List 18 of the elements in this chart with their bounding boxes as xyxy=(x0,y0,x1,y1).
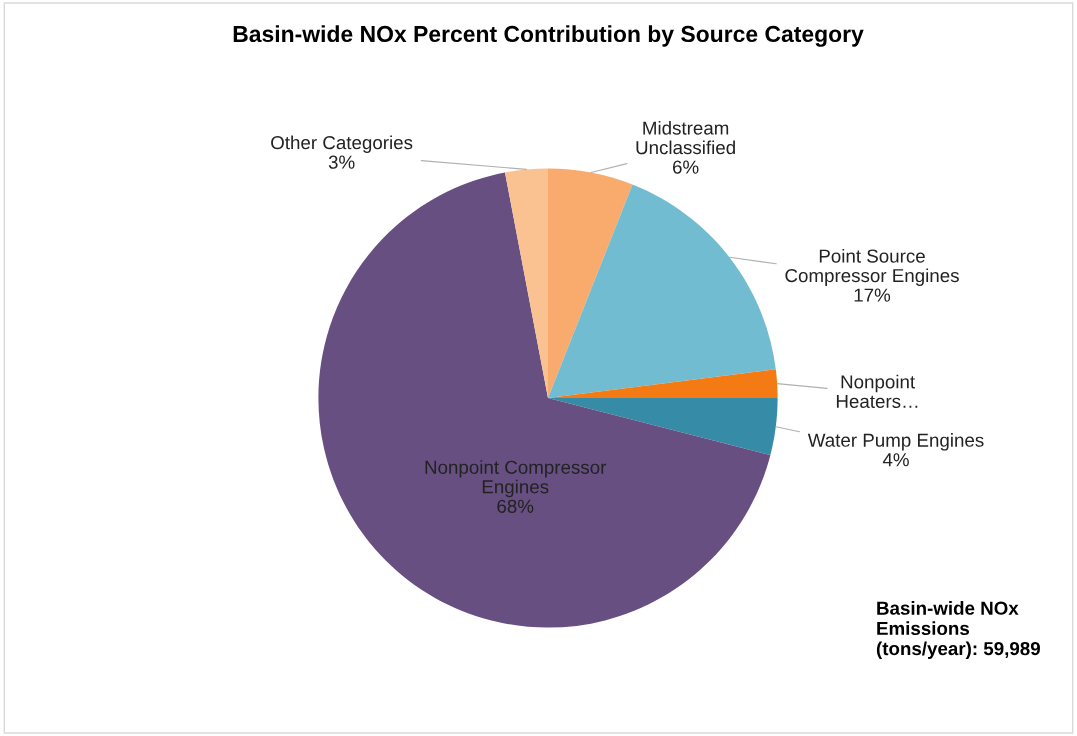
chart-title: Basin-wide NOx Percent Contribution by Source Category xyxy=(233,25,864,47)
data-label: 3% xyxy=(328,155,355,169)
slice-label: Point Source Compressor Engines xyxy=(785,248,959,286)
pie-slice xyxy=(504,168,548,398)
slice-label: Nonpoint Heaters… xyxy=(836,374,918,408)
pie-slice xyxy=(548,398,778,456)
slice-label: Water Pump Engines xyxy=(807,433,984,451)
data-label: 17% xyxy=(854,288,891,302)
data-label: 4% xyxy=(882,453,909,467)
pie-slice xyxy=(318,172,771,628)
pie-slice xyxy=(548,184,776,398)
slice-label: Other Categories xyxy=(271,135,413,153)
text: Basin-wide NOx Emissions (tons/year): 59,989 xyxy=(876,601,1040,659)
slice-label: Nonpoint Compressor Engines xyxy=(425,460,607,498)
data-label: 68% xyxy=(497,499,534,513)
data-label: 6% xyxy=(673,160,699,174)
pie-slice xyxy=(548,168,633,398)
slice-label: Midstream Unclassified xyxy=(636,120,735,155)
